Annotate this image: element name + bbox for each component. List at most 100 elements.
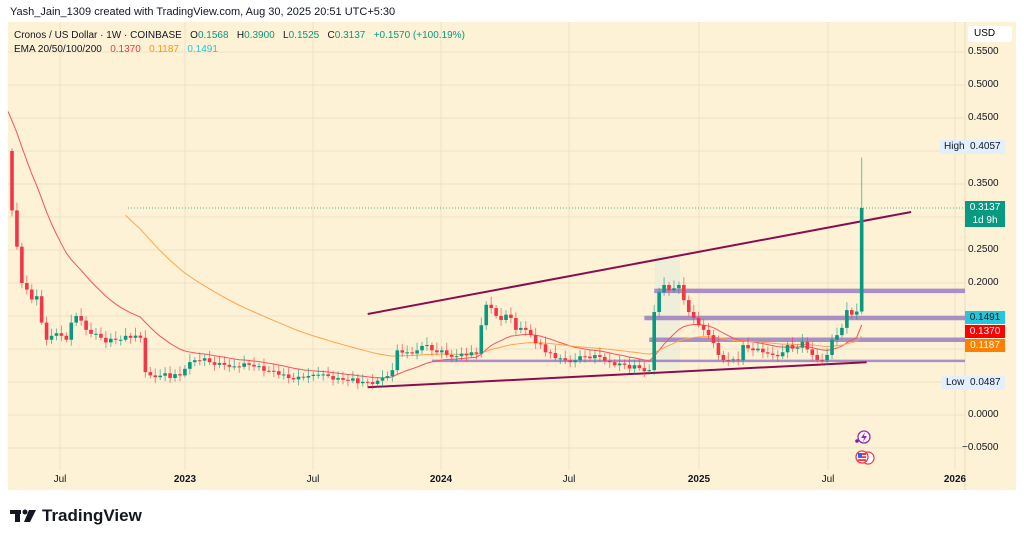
candle-body bbox=[543, 344, 548, 353]
candle-body bbox=[558, 358, 563, 360]
candle-body bbox=[227, 364, 232, 367]
candle-body bbox=[682, 284, 686, 301]
candle-body bbox=[622, 363, 627, 365]
candle-body bbox=[262, 366, 266, 371]
candle-body bbox=[306, 376, 311, 378]
time-tick: 2023 bbox=[173, 474, 197, 485]
time-tick: 2026 bbox=[943, 474, 967, 485]
low-marker-label: Low bbox=[942, 376, 969, 390]
candle-body bbox=[533, 335, 538, 344]
candle-body bbox=[375, 380, 380, 384]
candle-body bbox=[795, 347, 800, 349]
candle-body bbox=[346, 379, 350, 381]
trendline-lower bbox=[367, 361, 867, 389]
candle-body bbox=[118, 339, 123, 341]
candle-body bbox=[444, 350, 449, 355]
candle-body bbox=[168, 373, 172, 378]
candle-body bbox=[351, 378, 355, 381]
candle-body bbox=[736, 359, 740, 361]
currency-button[interactable]: USD bbox=[968, 26, 1012, 42]
candle-body bbox=[568, 360, 573, 363]
price-tick: 0.5000 bbox=[968, 79, 999, 90]
candle-body bbox=[667, 284, 671, 291]
candle-body bbox=[553, 352, 558, 359]
candle-body bbox=[39, 296, 44, 323]
candle-body bbox=[672, 288, 676, 291]
low-marker-value: 0.0487 bbox=[966, 376, 1005, 390]
chart-panel[interactable] bbox=[8, 22, 1016, 490]
price-tick: 0.2500 bbox=[968, 244, 999, 255]
ema-cyan-tag: 0.1491 bbox=[965, 311, 1005, 324]
candle-body bbox=[598, 355, 602, 357]
candle-body bbox=[336, 378, 340, 380]
candle-body bbox=[390, 370, 395, 377]
candle-body bbox=[173, 374, 177, 378]
candle-body bbox=[25, 283, 29, 290]
candle-body bbox=[400, 350, 405, 353]
candle-body bbox=[637, 365, 642, 369]
candle-body bbox=[143, 337, 148, 373]
lightning-event-icon[interactable] bbox=[855, 430, 871, 444]
candle-body bbox=[509, 314, 513, 318]
candle-body bbox=[29, 289, 34, 300]
candle-body bbox=[425, 345, 429, 347]
candle-body bbox=[657, 292, 661, 313]
candle-body bbox=[691, 312, 696, 318]
tradingview-logo[interactable]: TradingView bbox=[10, 506, 142, 526]
candle-body bbox=[449, 354, 454, 357]
candle-body bbox=[148, 372, 153, 376]
time-tick: Jul bbox=[562, 474, 576, 485]
candle-body bbox=[439, 350, 444, 353]
candle-body bbox=[113, 338, 118, 340]
candle-body bbox=[701, 325, 706, 330]
candle-body bbox=[459, 353, 464, 357]
tradingview-logo-icon bbox=[10, 509, 36, 522]
candle-body bbox=[563, 358, 568, 361]
symbol-name: Cronos / US Dollar · 1W · COINBASE bbox=[14, 30, 182, 41]
candle-body bbox=[716, 343, 721, 355]
change-value: +0.1570 (+100.19%) bbox=[373, 30, 465, 41]
candle-body bbox=[800, 341, 805, 348]
candle-body bbox=[69, 322, 74, 340]
grid bbox=[8, 22, 966, 490]
candle-body bbox=[207, 358, 212, 363]
candle-body bbox=[316, 374, 321, 376]
candle-body bbox=[430, 345, 434, 351]
time-tick: 2024 bbox=[429, 474, 453, 485]
candle-body bbox=[583, 356, 587, 358]
candle-body bbox=[504, 314, 508, 320]
ema-legend[interactable]: EMA 20/50/100/200 0.1370 0.1187 0.1491 bbox=[14, 44, 218, 55]
candle-body bbox=[810, 349, 815, 355]
candle-body bbox=[647, 370, 652, 372]
candle-body bbox=[612, 362, 617, 366]
candle-body bbox=[183, 368, 187, 376]
candle-body bbox=[20, 246, 24, 283]
candle-body bbox=[469, 352, 474, 356]
candle-body bbox=[766, 352, 770, 354]
candle-body bbox=[301, 376, 306, 378]
candle-body bbox=[123, 335, 128, 340]
candle-body bbox=[385, 376, 390, 379]
candle-body bbox=[435, 350, 439, 353]
candle-body bbox=[499, 315, 503, 320]
us-flag-event-icon[interactable] bbox=[855, 450, 875, 465]
candle-body bbox=[153, 375, 158, 378]
candle-body bbox=[158, 375, 162, 378]
candle-body bbox=[360, 381, 365, 384]
candle-body bbox=[286, 374, 291, 379]
price-tick: 0.4500 bbox=[968, 112, 999, 123]
candle-body bbox=[711, 335, 716, 344]
candle-body bbox=[242, 363, 246, 367]
candle-body bbox=[538, 343, 543, 345]
candle-body bbox=[415, 350, 419, 354]
symbol-legend: Cronos / US Dollar · 1W · COINBASE O0.15… bbox=[14, 30, 465, 41]
candle-body bbox=[197, 360, 202, 362]
candle-body bbox=[578, 356, 582, 361]
candle-body bbox=[484, 304, 489, 326]
candle-body bbox=[138, 335, 143, 338]
candle-body bbox=[835, 335, 839, 340]
candle-body bbox=[820, 359, 824, 361]
ema-lines bbox=[7, 111, 863, 379]
price-tick: 0.3500 bbox=[968, 178, 999, 189]
